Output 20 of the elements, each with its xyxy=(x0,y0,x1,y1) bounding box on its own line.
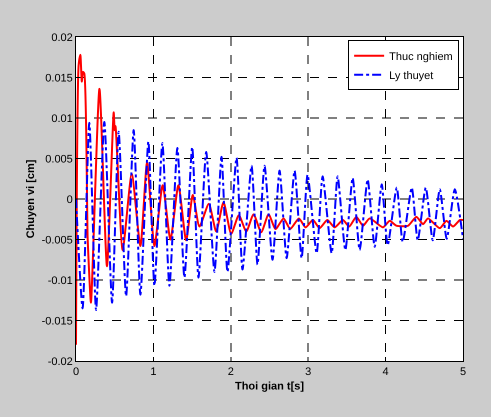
legend-label: Thuc nghiem xyxy=(389,51,453,64)
x-tick-label: 1 xyxy=(150,366,156,378)
y-axis-title: Chuyen vi [cm] xyxy=(25,159,38,238)
line-series xyxy=(76,54,463,346)
y-tick-label: -0.015 xyxy=(42,315,73,328)
y-tick-label: -0.005 xyxy=(42,234,73,246)
y-tick-label: 0 xyxy=(66,194,73,206)
legend-label: Ly thuyet xyxy=(389,70,434,82)
line-series xyxy=(76,121,463,311)
x-tick-label: 4 xyxy=(382,366,389,378)
x-tick-label: 5 xyxy=(460,366,466,378)
x-axis-title: Thoi gian t[s] xyxy=(234,380,304,392)
y-tick-label: 0.01 xyxy=(51,112,73,125)
y-tick-label: 0.015 xyxy=(45,72,73,84)
y-tick-label: 0.02 xyxy=(51,32,73,44)
y-tick-label: 0.005 xyxy=(45,153,73,166)
y-tick-label: -0.02 xyxy=(48,356,73,368)
x-tick-label: 2 xyxy=(228,366,234,378)
x-tick-label: 3 xyxy=(305,366,312,378)
y-tick-label: -0.01 xyxy=(48,274,73,287)
